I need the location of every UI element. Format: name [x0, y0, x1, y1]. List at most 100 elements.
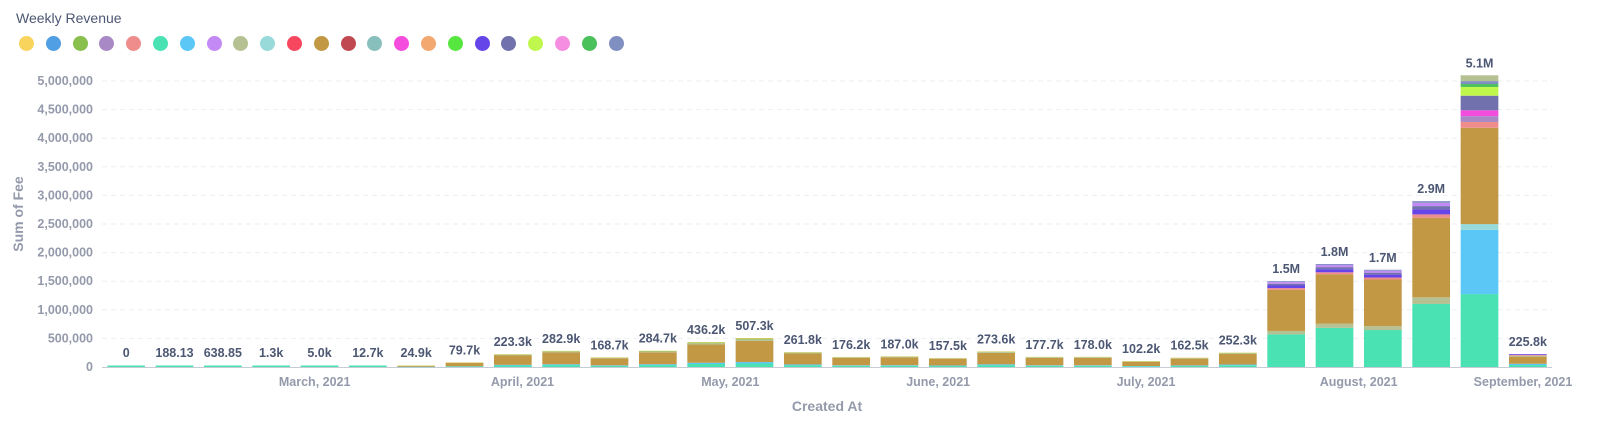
bar-segment[interactable] — [1025, 365, 1064, 367]
bar-segment[interactable] — [493, 365, 532, 367]
bar-stack[interactable] — [445, 362, 484, 367]
legend-item-15[interactable] — [394, 36, 410, 51]
bar-segment[interactable] — [542, 364, 581, 366]
bar-segment[interactable] — [783, 352, 822, 354]
bar-segment[interactable] — [1267, 289, 1306, 331]
bar-stack[interactable] — [638, 350, 677, 367]
bar-stack[interactable] — [1122, 361, 1161, 367]
bar-stack[interactable] — [107, 365, 146, 368]
bar-segment[interactable] — [1025, 357, 1064, 366]
bar-segment[interactable] — [1073, 365, 1112, 367]
bar-segment[interactable] — [155, 365, 194, 368]
bar-segment[interactable] — [1460, 81, 1499, 85]
bar-segment[interactable] — [1315, 327, 1354, 367]
bar-segment[interactable] — [493, 354, 532, 356]
bar-stack[interactable] — [1363, 269, 1402, 367]
bar-segment[interactable] — [880, 356, 919, 358]
bar-stack[interactable] — [1170, 357, 1209, 367]
bar-stack[interactable] — [687, 342, 726, 367]
bar-segment[interactable] — [687, 364, 726, 367]
bar-segment[interactable] — [1267, 282, 1306, 284]
bar-segment[interactable] — [542, 351, 581, 353]
bar-segment[interactable] — [1460, 84, 1499, 87]
bar-stack[interactable] — [1267, 281, 1306, 367]
legend-item-3[interactable] — [72, 36, 88, 51]
bar-stack[interactable] — [1412, 201, 1451, 367]
legend-item-5[interactable] — [126, 36, 142, 51]
bar-segment[interactable] — [493, 355, 532, 365]
legend-item-19[interactable] — [501, 36, 517, 51]
bar-segment[interactable] — [687, 343, 726, 345]
bar-segment[interactable] — [1412, 303, 1451, 367]
legend-item-17[interactable] — [447, 36, 463, 51]
bar-segment[interactable] — [1025, 357, 1064, 358]
bar-segment[interactable] — [542, 352, 581, 365]
bar-segment[interactable] — [590, 358, 629, 366]
legend-item-16[interactable] — [421, 36, 436, 51]
bar-segment[interactable] — [1412, 297, 1451, 304]
bar-segment[interactable] — [1460, 95, 1499, 111]
bar-segment[interactable] — [1412, 209, 1451, 215]
bar-stack[interactable] — [977, 351, 1016, 367]
bar-stack[interactable] — [880, 356, 919, 367]
bar-segment[interactable] — [445, 366, 484, 367]
bar-stack[interactable] — [155, 365, 194, 368]
bar-segment[interactable] — [880, 357, 919, 366]
bar-segment[interactable] — [1267, 330, 1306, 335]
bar-segment[interactable] — [1267, 334, 1306, 367]
bar-segment[interactable] — [783, 353, 822, 365]
bar-segment[interactable] — [1460, 229, 1499, 295]
bar-stack[interactable] — [783, 352, 822, 367]
bar-segment[interactable] — [687, 344, 726, 363]
bar-segment[interactable] — [1267, 288, 1306, 290]
bar-segment[interactable] — [1363, 272, 1402, 275]
bar-segment[interactable] — [1122, 361, 1161, 367]
bar-segment[interactable] — [1508, 354, 1547, 355]
bar-segment[interactable] — [1412, 214, 1451, 218]
bar-segment[interactable] — [1460, 294, 1499, 367]
bar-stack[interactable] — [1315, 264, 1354, 367]
bar-segment[interactable] — [832, 357, 871, 366]
bar-segment[interactable] — [203, 365, 242, 368]
bar-segment[interactable] — [880, 365, 919, 366]
bar-segment[interactable] — [832, 357, 871, 358]
legend-item-4[interactable] — [99, 36, 115, 51]
bar-segment[interactable] — [445, 362, 484, 367]
bar-segment[interactable] — [493, 364, 532, 366]
bar-stack[interactable] — [1073, 356, 1112, 367]
bar-segment[interactable] — [832, 365, 871, 366]
legend-item-18[interactable] — [474, 36, 490, 51]
bar-stack[interactable] — [397, 365, 436, 368]
bar-stack[interactable] — [300, 365, 339, 368]
bar-segment[interactable] — [832, 365, 871, 367]
bar-segment[interactable] — [348, 365, 387, 368]
bar-segment[interactable] — [638, 365, 677, 367]
bar-stack[interactable] — [348, 365, 387, 368]
bar-segment[interactable] — [1363, 330, 1402, 367]
bar-segment[interactable] — [928, 358, 967, 366]
bar-segment[interactable] — [1460, 110, 1499, 117]
bar-segment[interactable] — [1218, 354, 1257, 365]
bar-segment[interactable] — [880, 365, 919, 367]
legend-item-14[interactable] — [367, 36, 383, 51]
legend-item-1[interactable] — [19, 36, 34, 51]
legend-item-7[interactable] — [179, 36, 195, 51]
bar-stack[interactable] — [928, 357, 967, 367]
bar-segment[interactable] — [1363, 274, 1402, 278]
legend-item-8[interactable] — [206, 36, 222, 51]
bar-segment[interactable] — [1267, 281, 1306, 283]
bar-segment[interactable] — [735, 362, 774, 364]
bar-segment[interactable] — [1508, 356, 1547, 364]
bar-segment[interactable] — [300, 365, 339, 368]
bar-segment[interactable] — [1460, 121, 1499, 128]
bar-segment[interactable] — [1412, 202, 1451, 207]
bar-segment[interactable] — [1460, 224, 1499, 230]
bar-segment[interactable] — [1363, 279, 1402, 327]
bar-segment[interactable] — [1460, 86, 1499, 96]
bar-segment[interactable] — [977, 365, 1016, 367]
legend-item-20[interactable] — [528, 36, 544, 51]
bar-segment[interactable] — [1508, 355, 1547, 357]
bar-segment[interactable] — [638, 364, 677, 366]
bar-segment[interactable] — [542, 365, 581, 367]
legend-item-11[interactable] — [287, 36, 302, 51]
